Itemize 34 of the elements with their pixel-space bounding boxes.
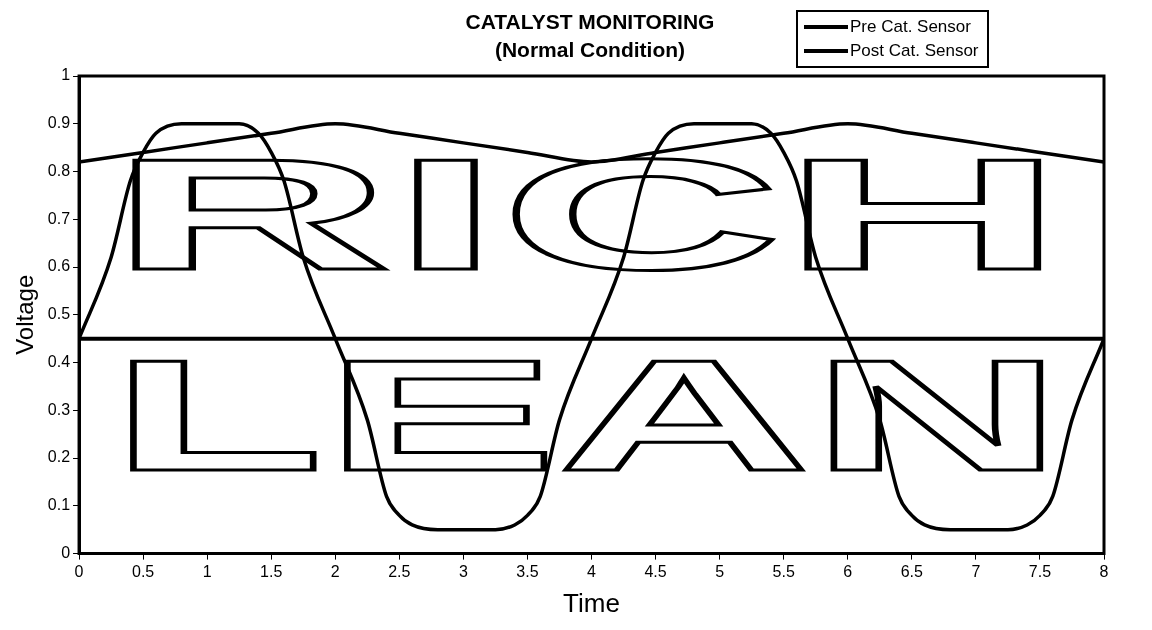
- y-tick-label: 0.2: [47, 448, 71, 466]
- x-tick-label: 4.5: [644, 562, 667, 580]
- x-tick-label: 4: [587, 562, 597, 580]
- x-axis-title: Time: [563, 587, 620, 618]
- chart-subtitle: (Normal Condition): [493, 37, 687, 63]
- x-tick-label: 1.5: [260, 562, 283, 580]
- legend-label: Post Cat. Sensor: [850, 41, 979, 61]
- x-tick-label: 6.5: [900, 562, 924, 580]
- x-tick-label: 0: [74, 562, 84, 580]
- x-tick-label: 8: [1099, 562, 1109, 580]
- x-tick-label: 2.5: [388, 562, 411, 580]
- y-axis-title: Voltage: [11, 274, 39, 355]
- y-tick-label: 0: [61, 544, 71, 562]
- y-tick-label: 0.6: [47, 257, 71, 275]
- y-tick-label: 0.3: [47, 400, 71, 418]
- x-tick-label: 1: [202, 562, 212, 580]
- x-tick-label: 6: [843, 562, 853, 580]
- chart-title: CATALYST MONITORING: [464, 9, 716, 35]
- x-tick-label: 7: [971, 562, 981, 580]
- y-tick-label: 0.8: [47, 161, 71, 179]
- x-tick-label: 5.5: [772, 562, 795, 580]
- legend-label: Pre Cat. Sensor: [850, 17, 971, 37]
- y-tick-label: 0.9: [47, 114, 71, 132]
- x-tick-label: 5: [715, 562, 725, 580]
- y-tick-label: 0.1: [47, 496, 71, 514]
- y-tick-label: 1: [61, 66, 71, 84]
- x-tick-label: 3: [458, 562, 468, 580]
- x-tick-label: 3.5: [516, 562, 539, 580]
- y-tick-label: 0.7: [47, 209, 71, 227]
- x-tick-label: 0.5: [131, 562, 155, 580]
- y-tick-label: 0.4: [47, 352, 71, 370]
- x-tick-label: 2: [330, 562, 340, 580]
- y-tick-label: 0.5: [47, 305, 71, 323]
- x-tick-label: 7.5: [1028, 562, 1052, 580]
